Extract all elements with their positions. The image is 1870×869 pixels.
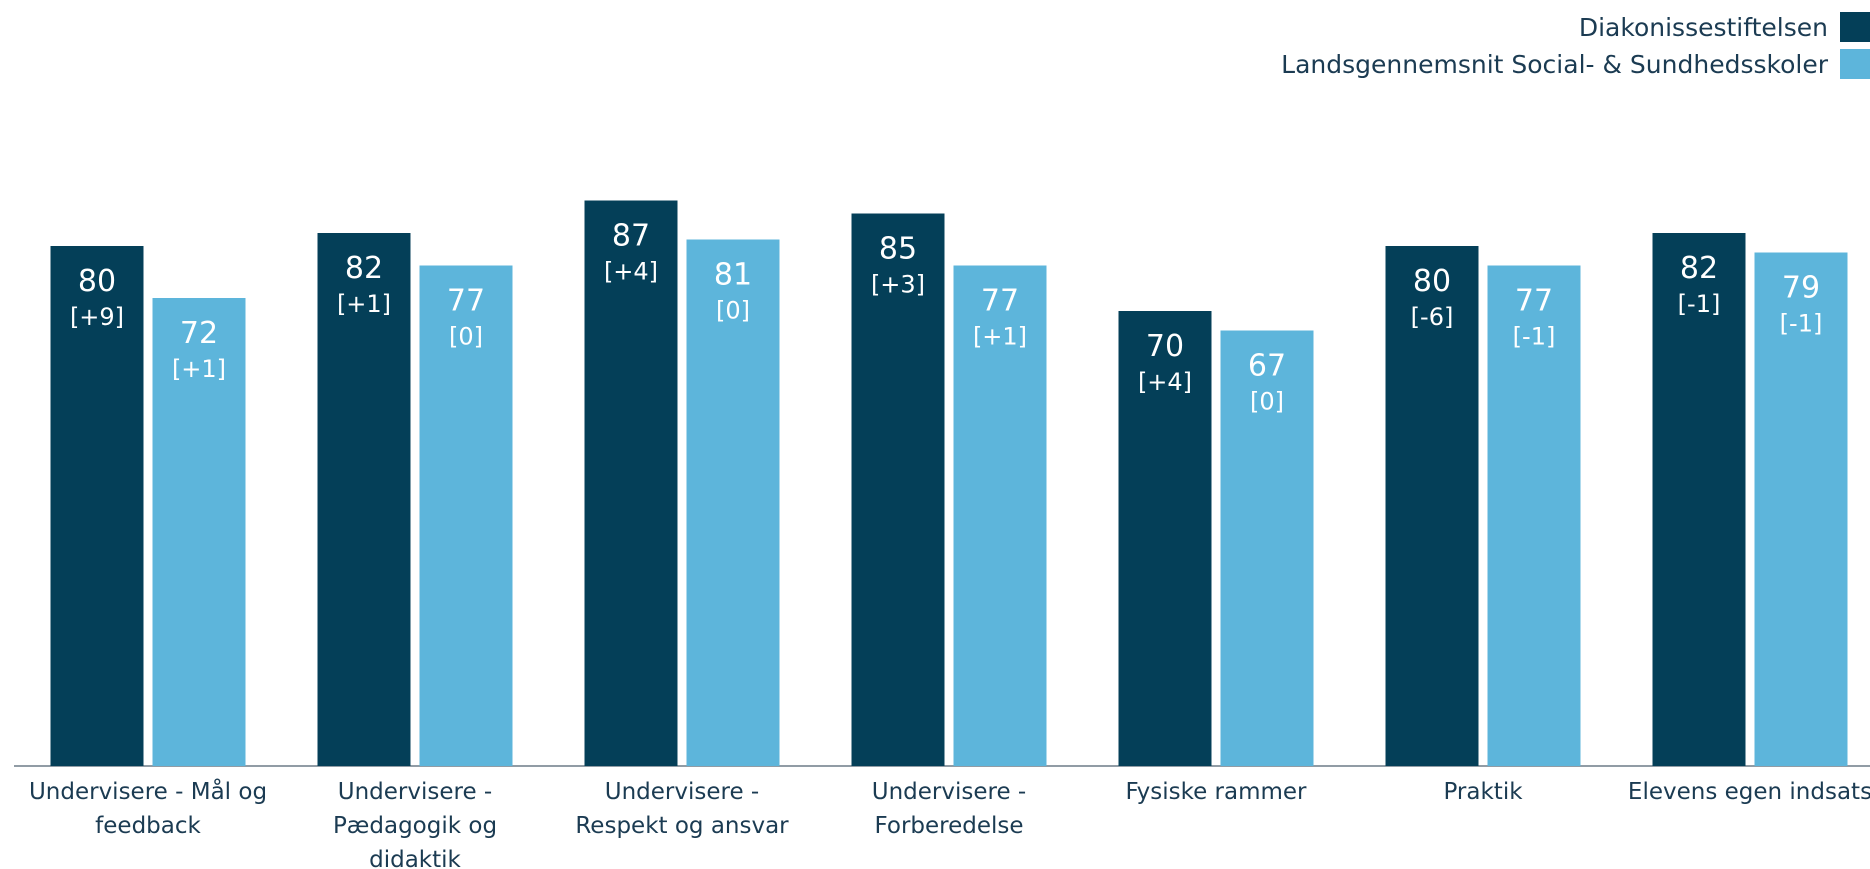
data-label: 82 [1680, 251, 1718, 286]
change-label: [-1] [1678, 290, 1721, 318]
bar [50, 246, 144, 766]
data-label: 85 [879, 232, 917, 267]
change-label: [-1] [1513, 323, 1556, 351]
data-label: 77 [981, 284, 1019, 319]
bar [953, 265, 1047, 766]
category-tick-label: Fysiske rammer [1125, 779, 1307, 805]
change-label: [0] [1250, 388, 1284, 416]
legend-item-diakonissestiftelsen: Diakonissestiftelsen [1579, 11, 1870, 43]
legend-label: Diakonissestiftelsen [1578, 12, 1828, 42]
data-label: 87 [612, 219, 650, 254]
change-label: [0] [716, 297, 750, 325]
data-label: 72 [180, 316, 218, 351]
category-tick-label: Undervisere - [338, 779, 492, 805]
change-label: [+4] [1138, 368, 1192, 396]
change-label: [+4] [604, 258, 658, 286]
change-label: [+1] [337, 290, 391, 318]
legend-swatch [1840, 12, 1870, 42]
category-tick-label: Forberedelse [874, 813, 1023, 839]
data-label: 80 [1413, 264, 1451, 299]
data-label: 67 [1248, 349, 1286, 384]
category-tick-label: Elevens egen indsats [1628, 779, 1870, 805]
legend-label: Landsgennemsnit Social- & Sundhedsskoler [1281, 49, 1828, 79]
category-tick-label: Praktik [1443, 779, 1523, 805]
change-label: [-1] [1780, 310, 1823, 338]
legend-swatch [1840, 49, 1870, 79]
bar [1220, 330, 1314, 766]
bar [1487, 265, 1581, 766]
category-tick-label: Undervisere - [605, 779, 759, 805]
bar [317, 233, 411, 766]
category-tick-label: Respekt og ansvar [575, 813, 789, 839]
data-label: 81 [714, 258, 752, 293]
data-label: 79 [1782, 271, 1820, 306]
data-label: 70 [1146, 329, 1184, 364]
bar [419, 265, 513, 766]
category-tick-label: Pædagogik og [333, 813, 497, 839]
bar [152, 298, 246, 766]
bar [1118, 311, 1212, 766]
change-label: [+3] [871, 271, 925, 299]
data-label: 77 [447, 284, 485, 319]
change-label: [0] [449, 323, 483, 351]
category-tick-label: Undervisere - [872, 779, 1026, 805]
bar [1385, 246, 1479, 766]
category-tick-label: Undervisere - Mål og [29, 777, 267, 805]
change-label: [+9] [70, 303, 124, 331]
category-tick-label: feedback [95, 813, 201, 839]
legend-item-landsgennemsnit: Landsgennemsnit Social- & Sundhedsskoler [1281, 48, 1870, 80]
category-tick-label: didaktik [369, 847, 461, 869]
change-label: [+1] [973, 323, 1027, 351]
bar [851, 213, 945, 766]
bar [1754, 252, 1848, 766]
bar [584, 200, 678, 766]
data-label: 77 [1515, 284, 1553, 319]
change-label: [-6] [1411, 303, 1454, 331]
data-label: 80 [78, 264, 116, 299]
bar [686, 239, 780, 766]
change-label: [+1] [172, 355, 226, 383]
data-label: 82 [345, 251, 383, 286]
bar [1652, 233, 1746, 766]
